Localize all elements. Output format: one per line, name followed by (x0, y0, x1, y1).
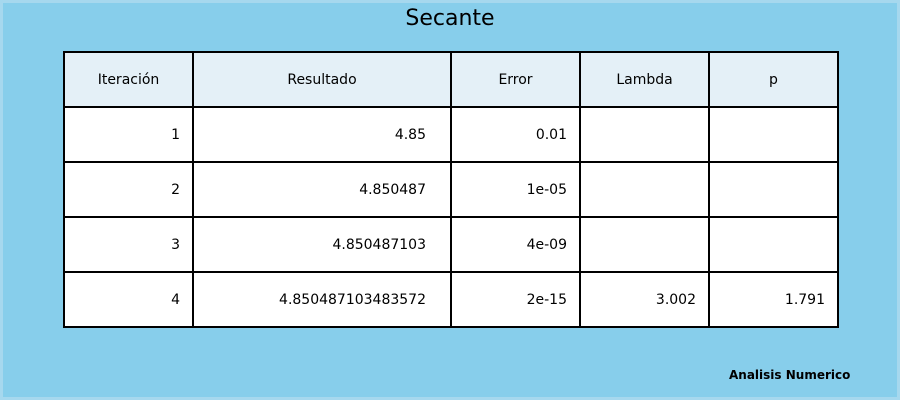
table-title: Secante (405, 6, 495, 31)
header-row: Iteración Resultado Error Lambda p (63, 51, 839, 108)
cell-iteracion: 4 (63, 271, 194, 328)
table-row: 1 4.85 0.01 (63, 106, 839, 163)
cell-lambda (579, 216, 710, 273)
cell-iteracion: 3 (63, 216, 194, 273)
cell-iteracion: 2 (63, 161, 194, 218)
cell-error: 0.01 (450, 106, 581, 163)
cell-resultado: 4.850487103483572 (192, 271, 452, 328)
column-header-resultado: Resultado (192, 51, 452, 108)
cell-error: 4e-09 (450, 216, 581, 273)
cell-resultado: 4.850487 (192, 161, 452, 218)
column-header-p: p (708, 51, 839, 108)
cell-lambda (579, 106, 710, 163)
cell-resultado: 4.850487103 (192, 216, 452, 273)
table-row: 3 4.850487103 4e-09 (63, 216, 839, 273)
column-header-error: Error (450, 51, 581, 108)
cell-error: 1e-05 (450, 161, 581, 218)
table-row: 2 4.850487 1e-05 (63, 161, 839, 218)
cell-iteracion: 1 (63, 106, 194, 163)
cell-lambda: 3.002 (579, 271, 710, 328)
cell-lambda (579, 161, 710, 218)
cell-p (708, 216, 839, 273)
cell-resultado: 4.85 (192, 106, 452, 163)
cell-p: 1.791 (708, 271, 839, 328)
cell-error: 2e-15 (450, 271, 581, 328)
cell-p (708, 161, 839, 218)
column-header-lambda: Lambda (579, 51, 710, 108)
results-table: Iteración Resultado Error Lambda p 1 4.8… (63, 51, 839, 328)
table-row: 4 4.850487103483572 2e-15 3.002 1.791 (63, 271, 839, 328)
column-header-iteracion: Iteración (63, 51, 194, 108)
cell-p (708, 106, 839, 163)
footer-caption: Analisis Numerico (729, 368, 851, 382)
